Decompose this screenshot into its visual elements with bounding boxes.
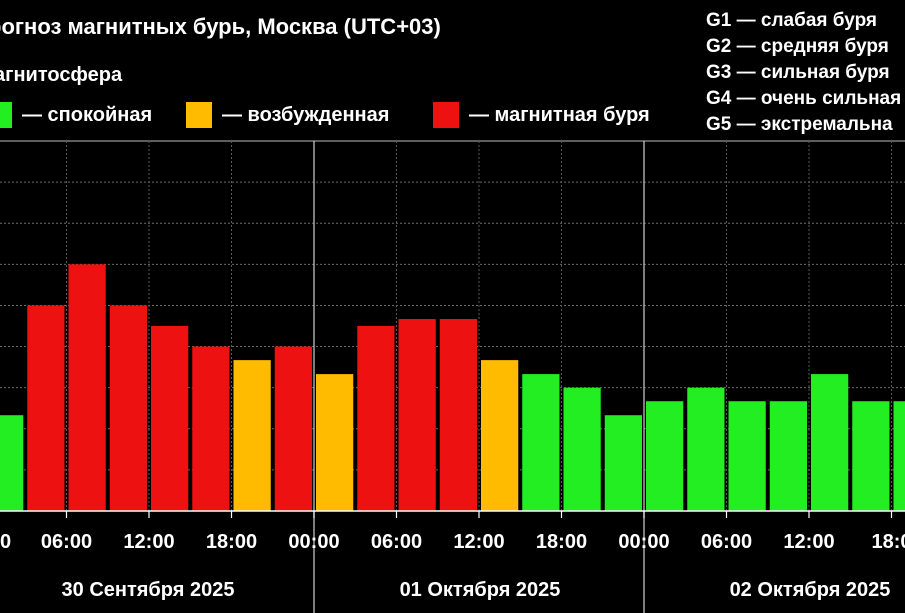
bar xyxy=(151,326,189,511)
bar xyxy=(233,360,271,511)
legend-quiet: — спокойная xyxy=(0,102,152,128)
bar xyxy=(27,305,65,511)
bar xyxy=(728,401,766,511)
bar xyxy=(274,346,312,511)
bar xyxy=(769,401,807,511)
x-tick-label: 0 xyxy=(0,531,11,553)
bar xyxy=(811,374,849,511)
x-tick-label: 12:00 xyxy=(783,531,834,553)
g-scale-item: G2 — средняя буря xyxy=(706,36,889,57)
bar xyxy=(439,319,477,511)
bar xyxy=(893,401,905,511)
bar xyxy=(646,401,684,511)
g-scale-item: G3 — сильная буря xyxy=(706,62,890,83)
x-tick-label: 18:00 xyxy=(536,531,587,553)
g-scale-item: G5 — экстремальна xyxy=(706,114,893,135)
legend-swatch-storm xyxy=(433,102,459,128)
legend-swatch-active xyxy=(186,102,212,128)
g-scale-legend: G1 — слабая буря G2 — средняя буря G3 — … xyxy=(706,10,901,140)
bar xyxy=(316,374,354,511)
bar xyxy=(852,401,890,511)
x-tick-label: 18:00 xyxy=(206,531,257,553)
bar xyxy=(0,415,24,511)
bar xyxy=(192,346,230,511)
legend-storm: — магнитная буря xyxy=(433,102,650,128)
date-label: 30 Сентября 2025 xyxy=(62,579,235,601)
bar xyxy=(398,319,436,511)
legend-label-storm: — магнитная буря xyxy=(469,103,650,126)
bar xyxy=(604,415,642,511)
x-tick-label: 06:00 xyxy=(371,531,422,553)
x-tick-label: 18:0 xyxy=(871,531,905,553)
chart-subtitle: агнитосфера xyxy=(0,64,123,86)
legend-label-quiet: — спокойная xyxy=(22,103,153,126)
g-scale-item: G1 — слабая буря xyxy=(706,10,878,31)
date-label: 01 Октября 2025 xyxy=(400,579,561,601)
legend-active: — возбужденная xyxy=(186,102,389,128)
legend-label-active: — возбужденная xyxy=(222,103,390,126)
x-tick-label: 00:00 xyxy=(288,531,339,553)
g-scale-item: G4 — очень сильная xyxy=(706,88,902,109)
bar xyxy=(109,305,147,511)
legend-swatch-quiet xyxy=(0,102,12,128)
bar xyxy=(563,387,601,511)
bar xyxy=(687,387,725,511)
x-tick-label: 06:00 xyxy=(41,531,92,553)
bar xyxy=(481,360,519,511)
bar xyxy=(522,374,560,511)
x-tick-label: 06:00 xyxy=(701,531,752,553)
x-tick-label: 12:00 xyxy=(453,531,504,553)
x-tick-label: 12:00 xyxy=(123,531,174,553)
date-label: 02 Октября 2025 xyxy=(730,579,891,601)
x-tick-label: 00:00 xyxy=(618,531,669,553)
chart-title: рогноз магнитных бурь, Москва (UTC+03) xyxy=(0,14,441,39)
bar xyxy=(357,326,395,511)
bar xyxy=(68,264,106,511)
